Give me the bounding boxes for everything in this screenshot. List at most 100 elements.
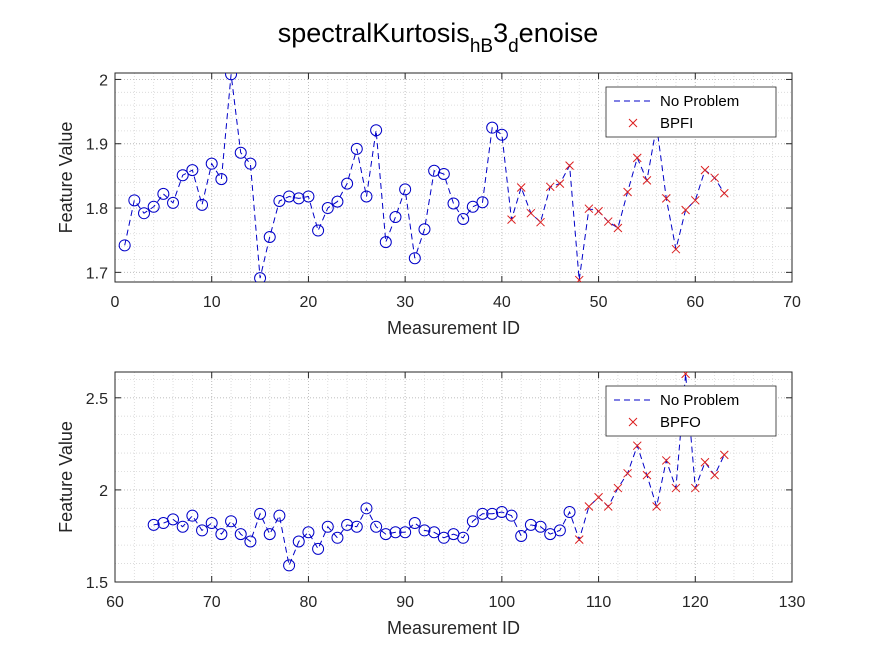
data-point-no-problem — [505, 509, 518, 522]
data-point-no-problem — [534, 520, 547, 533]
data-point-no-problem — [389, 211, 402, 224]
data-point-bpfi — [526, 208, 536, 218]
x-tick-label: 0 — [111, 294, 120, 311]
data-point-no-problem — [418, 524, 431, 537]
y-axis-label: Feature Value — [56, 421, 76, 533]
data-point-no-problem — [341, 177, 354, 190]
x-tick-label: 30 — [396, 294, 414, 311]
y-tick-label: 1.5 — [86, 575, 108, 592]
data-point-bpfo — [603, 502, 613, 511]
data-point-bpfo — [690, 483, 700, 493]
data-point-no-problem — [350, 142, 363, 155]
data-point-no-problem — [273, 194, 286, 207]
legend-x-swatch — [628, 118, 638, 128]
x-tick-label: 130 — [779, 594, 806, 611]
data-point-no-problem — [476, 196, 489, 209]
data-point-bpfo — [671, 483, 681, 493]
data-point-no-problem — [553, 524, 566, 537]
data-point-no-problem — [515, 529, 528, 542]
data-point-no-problem — [176, 169, 189, 182]
data-point-no-problem — [273, 509, 286, 522]
data-point-bpfi — [642, 176, 652, 185]
x-tick-label: 70 — [783, 294, 801, 311]
x-tick-label: 50 — [590, 294, 608, 311]
data-point-bpfi — [710, 173, 719, 183]
legend-entry-label: BPFO — [660, 414, 701, 431]
data-point-bpfi — [536, 217, 545, 227]
data-point-no-problem — [196, 198, 209, 211]
bottom-subplot: 60 70 80 90 100 110 120 130 1.5 2 2.5 Measurement I… — [56, 371, 806, 638]
data-point-bpfi — [565, 161, 574, 170]
legend-entry-label: No Problem — [660, 93, 739, 110]
axes-box — [114, 371, 793, 583]
data-point-no-problem — [360, 190, 373, 203]
y-tick-label: 1.9 — [86, 137, 108, 154]
data-point-no-problem — [312, 542, 325, 555]
data-point-no-problem — [408, 517, 421, 530]
data-point-no-problem — [495, 128, 508, 141]
legend-entry-label: BPFI — [660, 115, 693, 132]
x-tick-label: 10 — [203, 294, 221, 311]
data-point-no-problem — [370, 520, 383, 533]
data-point-no-problem — [524, 518, 537, 531]
data-point-bpfi — [594, 206, 603, 216]
data-point-no-problem — [370, 124, 383, 137]
data-point-no-problem — [147, 200, 160, 213]
data-point-no-problem — [138, 207, 151, 220]
top-subplot: 0 10 20 30 40 50 60 70 1.7 1.8 1.9 2 Measurement ID F… — [56, 72, 801, 338]
data-point-no-problem — [379, 236, 392, 249]
data-point-no-problem — [205, 157, 218, 170]
legend-box — [605, 385, 777, 437]
figure-title: spectralKurtosishB3denoise — [278, 18, 599, 57]
data-point-no-problem — [360, 502, 373, 515]
data-point-bpfi — [632, 153, 642, 163]
x-tick-label: 60 — [686, 294, 704, 311]
x-tick-label: 90 — [396, 594, 414, 611]
x-tick-label: 110 — [586, 594, 612, 611]
data-point-bpfo — [594, 492, 603, 502]
data-point-bpfi — [700, 165, 710, 175]
axes-box — [114, 72, 793, 283]
data-point-no-problem — [302, 190, 315, 203]
data-point-no-problem — [331, 195, 344, 208]
data-point-bpfi — [516, 183, 526, 192]
data-layer — [147, 372, 729, 572]
data-point-no-problem — [399, 526, 412, 539]
data-point-no-problem — [234, 146, 247, 159]
data-point-bpfi — [613, 223, 623, 233]
data-point-no-problem — [263, 230, 276, 243]
data-point-no-problem — [466, 200, 479, 213]
data-point-no-problem — [389, 526, 402, 539]
data-point-no-problem — [292, 535, 305, 548]
data-point-bpfo — [613, 483, 623, 493]
data-point-no-problem — [321, 520, 334, 533]
data-point-no-problem — [331, 531, 344, 544]
data-point-no-problem — [283, 559, 296, 572]
data-point-no-problem — [118, 239, 131, 252]
data-point-bpfo — [584, 502, 594, 511]
y-tick-label: 1.7 — [86, 265, 108, 282]
data-point-no-problem — [215, 528, 228, 541]
x-axis-label: Measurement ID — [387, 318, 520, 338]
data-point-bpfi — [507, 215, 516, 224]
data-point-no-problem — [176, 520, 189, 533]
data-point-no-problem — [157, 187, 170, 200]
data-point-bpfo — [574, 535, 584, 544]
data-point-no-problem — [186, 509, 199, 522]
y-tick-label: 1.8 — [86, 201, 108, 218]
data-point-bpfo — [719, 450, 729, 460]
series-line — [124, 74, 725, 281]
data-point-bpfi — [545, 182, 555, 192]
data-point-no-problem — [263, 528, 276, 541]
data-point-no-problem — [341, 518, 354, 531]
data-point-no-problem — [418, 223, 431, 236]
x-tick-label: 100 — [489, 594, 516, 611]
data-point-bpfi — [584, 204, 594, 214]
data-point-bpfo — [710, 470, 719, 480]
data-point-no-problem — [215, 173, 228, 186]
data-point-bpfo — [623, 468, 632, 478]
data-point-bpfi — [681, 205, 690, 215]
data-point-no-problem — [167, 513, 180, 526]
data-point-bpfi — [555, 179, 565, 188]
data-point-no-problem — [244, 157, 257, 170]
